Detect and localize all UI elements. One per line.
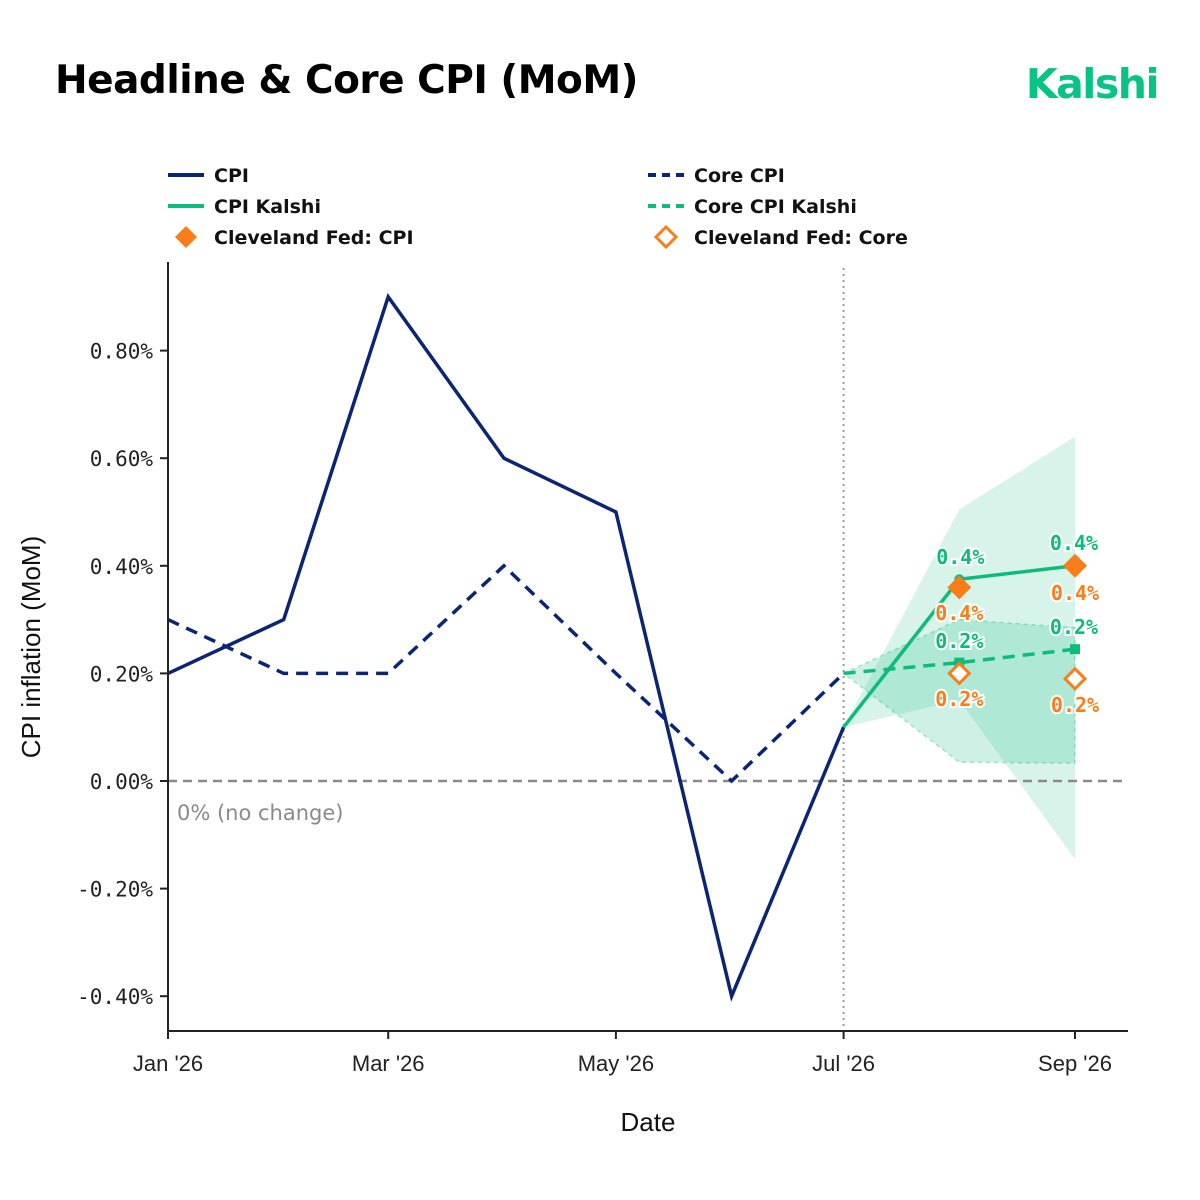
x-tick-label: Jul '26 xyxy=(812,1051,875,1076)
x-tick-label: May '26 xyxy=(578,1051,654,1076)
cleveland-fed-core-point xyxy=(1062,666,1088,691)
chart-title: Headline & Core CPI (MoM) xyxy=(55,58,638,103)
core-cpi-line xyxy=(167,563,845,784)
axes: -0.40% -0.20% 0.00% 0.20% 0.40% 0.60% 0.80% Jan… xyxy=(16,262,1128,1137)
legend-label-core-cpi-kalshi: Core CPI Kalshi xyxy=(694,196,857,218)
reference-lines: 0% (no change) xyxy=(168,268,1128,1031)
y-tick-label: 0.40% xyxy=(90,555,154,579)
y-tick-label: 0.00% xyxy=(90,770,154,794)
cleveland-core-label: 0.2% xyxy=(935,687,983,711)
series-markers xyxy=(947,553,1088,691)
legend-label-cleveland-fed-core: Cleveland Fed: Core xyxy=(694,227,908,249)
annotation-labels: 0.4% 0.4% 0.4% 0.4% 0.2% 0.2% 0.2% 0.2% xyxy=(933,529,1101,719)
zero-reference-label: 0% (no change) xyxy=(177,801,344,825)
legend-label-cleveland-fed-cpi: Cleveland Fed: CPI xyxy=(214,227,414,249)
legend-label-core-cpi: Core CPI xyxy=(694,165,785,187)
kalshi-cpi-label: 0.4% xyxy=(1050,531,1098,555)
kalshi-core-label: 0.2% xyxy=(935,629,983,653)
cleveland-fed-core-point xyxy=(947,661,972,686)
x-tick-label: Sep '26 xyxy=(1038,1051,1112,1076)
y-tick-label: -0.20% xyxy=(77,878,153,902)
cleveland-fed-cpi-point xyxy=(1063,553,1087,578)
x-tick-label: Mar '26 xyxy=(352,1051,425,1076)
x-axis-label: Date xyxy=(621,1107,676,1137)
cleveland-cpi-label: 0.4% xyxy=(1051,581,1099,605)
cleveland-cpi-label: 0.4% xyxy=(935,601,983,625)
y-tick-label: 0.20% xyxy=(90,662,154,686)
cleveland-core-label: 0.2% xyxy=(1051,693,1099,717)
cleveland-fed-cpi-point xyxy=(947,575,972,600)
kalshi-cpi-label: 0.4% xyxy=(936,545,984,569)
x-tick-label: Jan '26 xyxy=(133,1051,203,1076)
kalshi-logo: Kalshi xyxy=(1025,60,1160,108)
cpi-line xyxy=(167,292,846,1002)
legend-label-cpi-kalshi: CPI Kalshi xyxy=(214,196,321,218)
y-tick-label: -0.40% xyxy=(77,985,153,1009)
core-cpi-kalshi-point xyxy=(1070,644,1080,655)
legend-swatch-cleveland-fed-core xyxy=(653,224,679,250)
cpi-kalshi-band xyxy=(843,436,1075,860)
y-tick-label: 0.60% xyxy=(90,447,154,471)
y-axis-label: CPI inflation (MoM) xyxy=(16,536,46,759)
legend-label-cpi: CPI xyxy=(214,165,249,187)
kalshi-core-label: 0.2% xyxy=(1050,615,1098,639)
y-tick-label: 0.80% xyxy=(90,340,154,364)
legend-swatch-cleveland-fed-cpi xyxy=(175,226,197,248)
legend: CPI Core CPI CPI Kalshi Core CPI Kalshi Clev… xyxy=(168,165,908,250)
